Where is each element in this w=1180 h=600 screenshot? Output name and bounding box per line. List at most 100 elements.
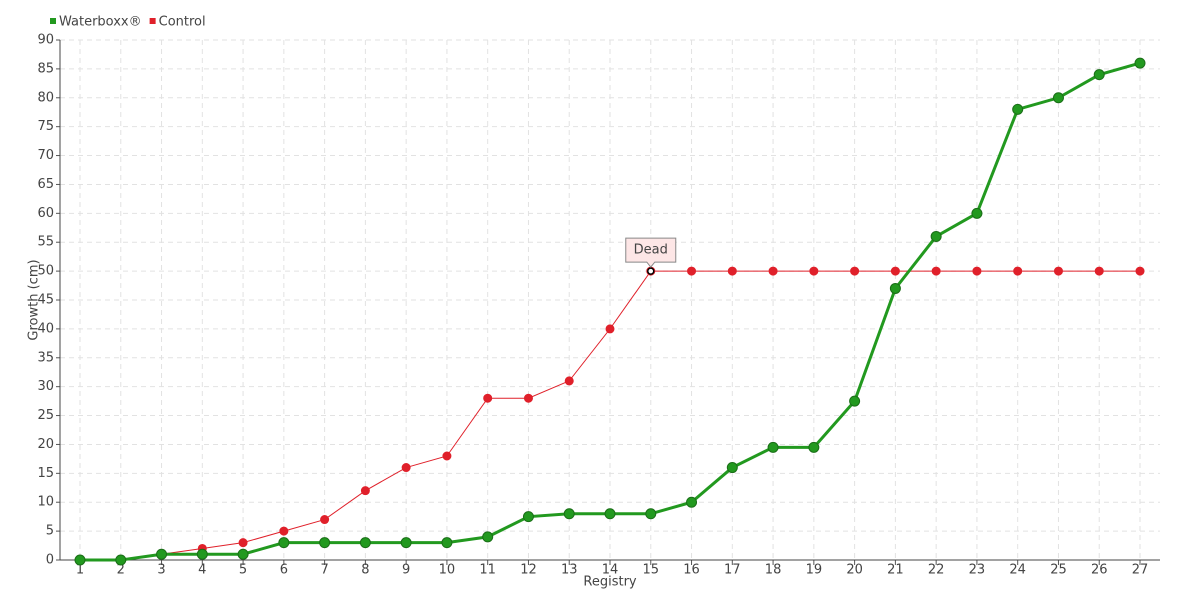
data-point [972, 266, 982, 276]
data-point [1052, 92, 1064, 104]
x-tick-label: 24 [1009, 563, 1026, 578]
data-point [238, 538, 248, 548]
data-point [727, 266, 737, 276]
data-point [400, 537, 412, 549]
annotation-box [625, 237, 677, 268]
x-tick-label: 22 [928, 563, 945, 578]
y-tick-label: 85 [37, 61, 54, 76]
x-tick-label: 11 [479, 563, 496, 578]
data-point [156, 548, 168, 560]
data-point [563, 508, 575, 520]
annotation-point [647, 267, 655, 275]
x-tick-label: 12 [520, 563, 537, 578]
y-tick-label: 15 [37, 466, 54, 481]
x-tick-label: 25 [1050, 563, 1067, 578]
x-tick-label: 6 [280, 563, 288, 578]
legend-label: Waterboxx® [59, 15, 142, 30]
y-tick-label: 50 [37, 264, 54, 279]
data-point [890, 266, 900, 276]
x-tick-label: 14 [602, 563, 619, 578]
data-point [1134, 57, 1146, 69]
y-tick-label: 80 [37, 90, 54, 105]
data-point [1053, 266, 1063, 276]
y-tick-label: 40 [37, 321, 54, 336]
data-point [359, 537, 371, 549]
data-point [971, 207, 983, 219]
data-point [768, 266, 778, 276]
data-point [931, 266, 941, 276]
data-point [645, 508, 657, 520]
data-point [482, 531, 494, 543]
data-point [726, 462, 738, 474]
data-point [1093, 69, 1105, 81]
data-point [442, 451, 452, 461]
x-tick-label: 9 [402, 563, 410, 578]
x-tick-label: 16 [683, 563, 700, 578]
data-point [74, 554, 86, 566]
x-tick-label: 19 [806, 563, 823, 578]
y-tick-label: 65 [37, 177, 54, 192]
y-tick-label: 55 [37, 235, 54, 250]
x-tick-label: 17 [724, 563, 741, 578]
x-tick-label: 23 [969, 563, 986, 578]
data-point [278, 537, 290, 549]
annotation-text: Dead [634, 243, 668, 258]
y-tick-label: 5 [46, 524, 54, 539]
data-point [360, 486, 370, 496]
x-tick-label: 4 [198, 563, 206, 578]
x-tick-label: 13 [561, 563, 578, 578]
y-tick-label: 10 [37, 495, 54, 510]
x-tick-label: 3 [157, 563, 165, 578]
data-point [522, 511, 534, 523]
x-tick-label: 20 [846, 563, 863, 578]
data-point [320, 515, 330, 525]
data-point [279, 526, 289, 536]
data-point [930, 230, 942, 242]
x-tick-label: 26 [1091, 563, 1108, 578]
data-point [889, 282, 901, 294]
y-tick-label: 35 [37, 350, 54, 365]
data-point [564, 376, 574, 386]
data-point [686, 496, 698, 508]
x-tick-label: 10 [439, 563, 456, 578]
data-point [483, 393, 493, 403]
x-tick-label: 2 [117, 563, 125, 578]
data-point [441, 537, 453, 549]
y-tick-label: 0 [46, 553, 54, 568]
x-axis-label: Registry [583, 575, 637, 590]
data-point [604, 508, 616, 520]
data-point [808, 441, 820, 453]
legend-label: Control [159, 15, 206, 30]
y-axis-label: Growth (cm) [27, 259, 42, 340]
data-point [767, 441, 779, 453]
data-point [687, 266, 697, 276]
data-point [115, 554, 127, 566]
data-point [605, 324, 615, 334]
data-point [850, 266, 860, 276]
data-point [1135, 266, 1145, 276]
x-tick-label: 1 [76, 563, 84, 578]
y-tick-label: 70 [37, 148, 54, 163]
x-tick-label: 8 [361, 563, 369, 578]
legend-swatch [149, 18, 156, 24]
y-tick-label: 60 [37, 206, 54, 221]
data-point [1012, 103, 1024, 115]
y-tick-label: 25 [37, 408, 54, 423]
x-tick-label: 27 [1132, 563, 1149, 578]
y-tick-label: 90 [37, 33, 54, 48]
legend-swatch [50, 18, 56, 24]
data-point [1094, 266, 1104, 276]
data-point [809, 266, 819, 276]
data-point [196, 548, 208, 560]
data-point [849, 395, 861, 407]
x-tick-label: 7 [320, 563, 328, 578]
data-point [523, 393, 533, 403]
data-point [1013, 266, 1023, 276]
x-tick-label: 5 [239, 563, 247, 578]
x-tick-label: 21 [887, 563, 904, 578]
y-tick-label: 30 [37, 379, 54, 394]
data-point [319, 537, 331, 549]
data-point [401, 463, 411, 473]
y-tick-label: 20 [37, 437, 54, 452]
